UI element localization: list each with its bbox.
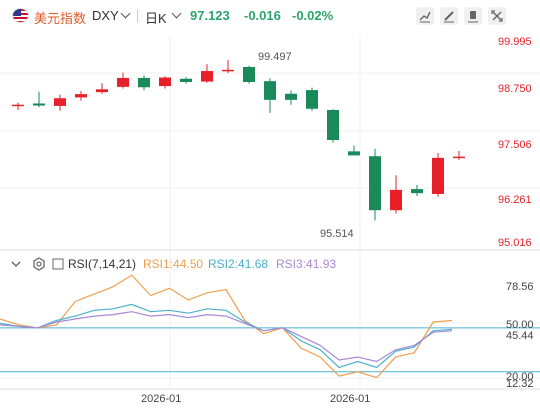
candle-body [12, 104, 24, 107]
rsi-tick-label: 20.00 [506, 371, 534, 383]
instrument-symbol[interactable]: DXY [92, 8, 119, 23]
candlestick-series [12, 60, 465, 221]
rsi1-label: RSI1:44.50 [143, 257, 204, 271]
line-tool-button[interactable] [416, 7, 434, 25]
chart-header: 美元指数 DXY 日K 97.123 -0.016 -0.02% [0, 0, 540, 32]
candle-body [33, 103, 45, 106]
candle-body [54, 98, 66, 106]
candle-body [390, 189, 402, 211]
erase-tool-icon [468, 11, 478, 23]
candle-body [348, 151, 360, 156]
fullscreen-button[interactable] [488, 7, 506, 25]
candle-body [411, 189, 423, 194]
candle-body [264, 81, 276, 100]
candle-body [453, 156, 465, 159]
candle-body [117, 77, 129, 87]
candle-body [222, 69, 234, 72]
candle-body [369, 156, 381, 211]
grid [0, 36, 540, 390]
us-flag-icon [12, 8, 29, 23]
candle-body [327, 109, 339, 141]
date-tick-label: 2026-01 [141, 393, 181, 405]
rsi-tick-label: 78.56 [506, 281, 534, 293]
rsi-line-1 [0, 274, 453, 379]
instrument-name[interactable]: 美元指数 [34, 11, 87, 26]
price-tick-label: 98.750 [498, 83, 532, 95]
line-tool-icon [419, 11, 431, 23]
draw-tool-icon [444, 11, 454, 23]
rsi-tick-label: 12.32 [506, 378, 534, 390]
fullscreen-icon [491, 10, 503, 22]
candle-body [138, 77, 150, 88]
price-change: -0.016 [244, 8, 281, 23]
price-tick-label: 99.995 [498, 36, 532, 48]
candle-body [96, 89, 108, 93]
rsi-series [0, 274, 540, 379]
candle-body [201, 71, 213, 82]
draw-tool-button[interactable] [440, 7, 458, 25]
period-selector[interactable]: 日K [145, 11, 167, 26]
price-change-percent: -0.02% [292, 8, 334, 23]
price-tick-label: 96.261 [498, 194, 532, 206]
candle-body [285, 93, 297, 100]
candle-body [180, 78, 192, 82]
candle-body [159, 77, 171, 87]
erase-tool-button[interactable] [464, 7, 482, 25]
rsi2-label: RSI2:41.68 [208, 257, 269, 271]
candle-body [243, 66, 255, 82]
rsi-line-2 [0, 303, 453, 369]
axis-labels: 99.995 98.750 97.506 96.261 95.016 99.49… [141, 36, 534, 405]
candle-body [306, 90, 318, 109]
last-price: 97.123 [190, 8, 230, 23]
date-tick-label: 2026-01 [330, 393, 370, 405]
high-annotation: 99.497 [258, 51, 292, 63]
rsi-tick-label: 45.44 [506, 330, 534, 342]
candle-body [432, 157, 444, 194]
settings-gear-icon[interactable] [32, 257, 46, 271]
header-divider [137, 9, 138, 23]
collapse-indicator-icon[interactable] [10, 258, 22, 270]
candle-body [75, 94, 87, 98]
rsi-line-3 [0, 311, 453, 363]
rsi-indicator-name[interactable]: RSI(7,14,21) [68, 257, 137, 271]
indicator-toggle-icon[interactable] [52, 258, 64, 270]
rsi3-label: RSI3:41.93 [276, 257, 337, 271]
low-annotation: 95.514 [320, 228, 354, 240]
price-tick-label: 95.016 [498, 237, 532, 249]
rsi-tick-label: 50.00 [506, 319, 534, 331]
price-tick-label: 97.506 [498, 139, 532, 151]
